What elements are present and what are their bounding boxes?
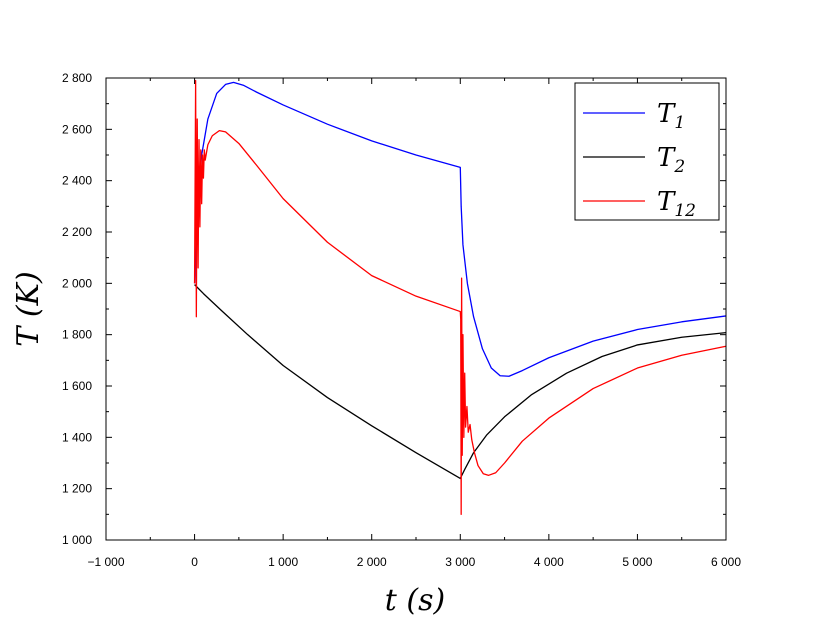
y-tick-label: 2 800 [62,71,92,85]
y-tick-label: 1 200 [62,482,92,496]
x-tick-label: 6 000 [711,555,741,569]
series-line-t2 [194,284,727,480]
x-tick-label: 0 [191,555,198,569]
series-line-t12 [193,79,727,515]
y-tick-label: 2 200 [62,225,92,239]
y-axis-unit: K [11,281,46,306]
y-tick-label: 1 600 [62,379,92,393]
y-tick-label: 2 600 [62,122,92,136]
ticks-layer: −1 000 0 1 000 2 000 3 000 4 000 5 000 6 000 1 0… [62,71,741,569]
x-tick-label: 3 000 [445,555,475,569]
legend-item-t2: T2 [583,143,685,177]
y-tick-label: 1 800 [62,328,92,342]
x-tick-label: 2 000 [357,555,387,569]
legend-item-t1: T1 [583,99,685,133]
y-axis-var: T [11,325,46,347]
legend-box [574,82,720,221]
y-tick-label: 1 400 [62,430,92,444]
x-axis-unit: s [418,583,433,618]
legend-label: T2 [657,143,685,177]
legend-label: T12 [657,187,696,221]
y-tick-label: 2 400 [62,174,92,188]
x-axis-var: t [385,583,398,618]
y-tick-label: 2 000 [62,276,92,290]
x-tick-label: 4 000 [534,555,564,569]
x-tick-label: 5 000 [622,555,652,569]
legend-item-t12: T12 [583,187,696,221]
legend: T1 T2 T12 [574,82,720,221]
series-line-t1 [193,81,727,377]
y-tick-label: 1 000 [62,533,92,547]
series-layer [193,79,727,515]
y-axis-label: T (K) [11,271,46,346]
legend-label: T1 [657,99,685,133]
x-axis-label: t (s) [385,583,445,618]
svg-text:t (s): t (s) [385,583,445,618]
x-tick-label: 1 000 [268,555,298,569]
svg-text:T (K): T (K) [11,271,46,346]
x-tick-label: −1 000 [87,555,124,569]
